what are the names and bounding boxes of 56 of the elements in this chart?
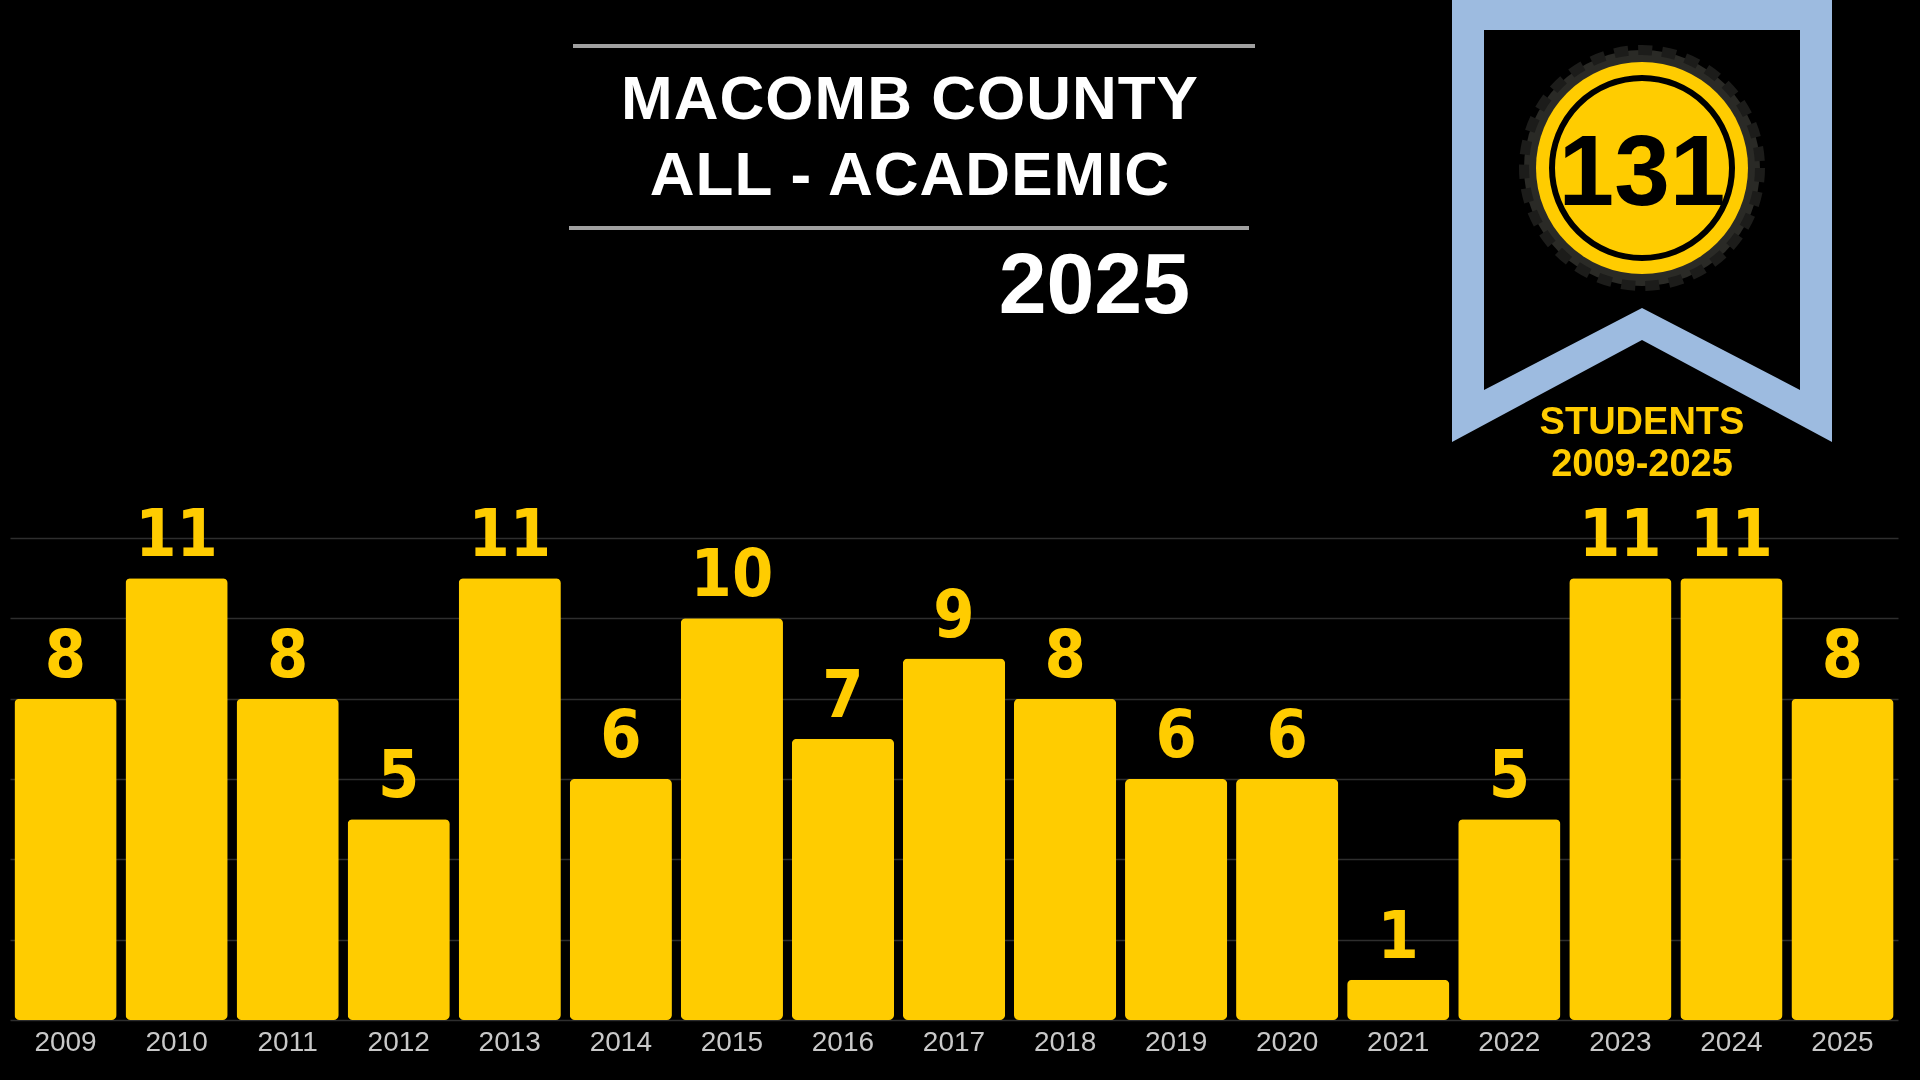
x-tick-label: 2022 — [1478, 1025, 1541, 1057]
bar — [902, 658, 1006, 1020]
x-tick-label: 2013 — [478, 1025, 541, 1057]
bar — [14, 698, 117, 1020]
text: 131 — [1557, 114, 1727, 226]
data-label: 11 — [1579, 495, 1662, 573]
bar — [236, 698, 339, 1020]
data-label: 6 — [1266, 696, 1308, 773]
bar — [680, 618, 783, 1020]
bar — [1680, 578, 1783, 1020]
bar — [1791, 698, 1894, 1020]
data-label: 11 — [468, 495, 552, 573]
data-label: 6 — [1155, 696, 1197, 773]
data-label: 8 — [1044, 615, 1086, 693]
x-tick-label: 2024 — [1700, 1025, 1763, 1057]
x-tick-label: 2018 — [1033, 1025, 1097, 1057]
chart-title: MACOMB COUNTY ALL - ACADEMIC — [620, 62, 1200, 210]
bar — [125, 578, 228, 1020]
bar — [569, 779, 672, 1020]
bar — [1125, 779, 1228, 1020]
bar — [1013, 698, 1117, 1020]
text: 2009-2025 — [1550, 442, 1734, 484]
x-tick-label: 2012 — [367, 1025, 430, 1057]
x-tick-label: 2016 — [811, 1025, 875, 1057]
x-tick-label: 2025 — [1811, 1025, 1874, 1057]
data-label: 7 — [822, 655, 864, 733]
data-label: 11 — [1690, 495, 1773, 573]
data-label: 8 — [266, 615, 309, 693]
bar — [791, 738, 895, 1020]
data-label: 8 — [44, 615, 87, 693]
x-tick-label: 2023 — [1589, 1025, 1652, 1057]
text: STUDENTS — [1538, 400, 1746, 442]
bar — [1236, 779, 1339, 1020]
data-label: 1 — [1377, 896, 1419, 974]
data-label: 5 — [1488, 736, 1530, 814]
x-tick-label: 2011 — [257, 1025, 318, 1057]
data-label: 5 — [378, 736, 420, 814]
x-tick-label: 2009 — [34, 1025, 97, 1057]
x-tick-label: 2017 — [922, 1025, 986, 1057]
x-tick-label: 2010 — [145, 1025, 208, 1057]
bar — [458, 578, 561, 1020]
data-label: 6 — [600, 696, 642, 773]
data-label: 10 — [690, 535, 774, 613]
x-tick-label: 2019 — [1144, 1025, 1208, 1057]
data-label: 11 — [135, 495, 218, 573]
data-label: 9 — [933, 575, 975, 653]
bar — [1569, 578, 1672, 1020]
x-tick-label: 2020 — [1256, 1025, 1319, 1057]
data-label: 8 — [1821, 615, 1864, 693]
bar — [1458, 819, 1561, 1020]
x-tick-label: 2021 — [1367, 1025, 1430, 1057]
bar — [1347, 979, 1450, 1020]
chart-subtitle: 2025 — [997, 235, 1190, 331]
bar — [347, 819, 450, 1020]
x-tick-label: 2014 — [589, 1025, 652, 1057]
x-tick-label: 2015 — [700, 1025, 764, 1057]
